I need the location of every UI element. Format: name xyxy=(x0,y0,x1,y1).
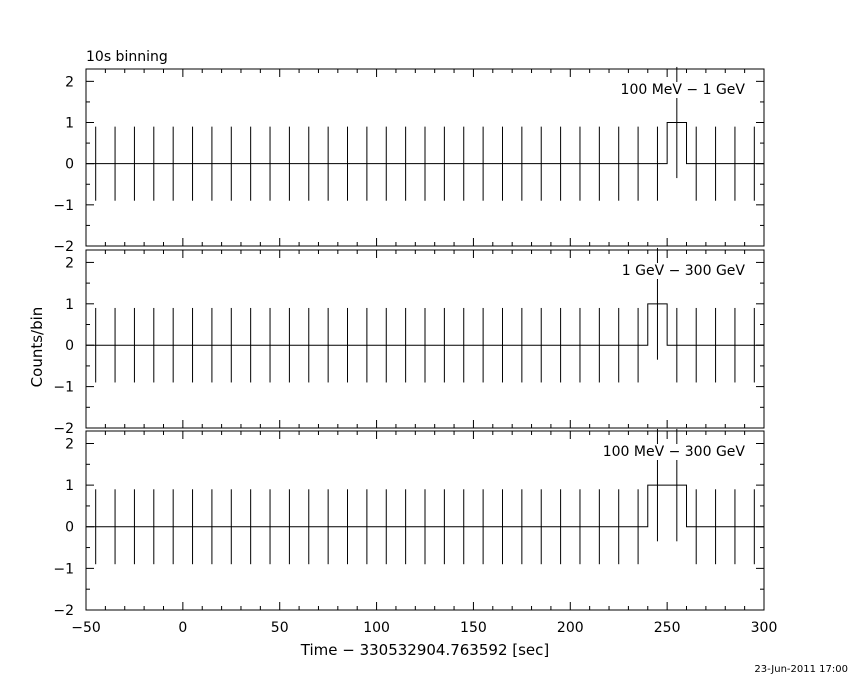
y-tick-label: 1 xyxy=(65,478,74,494)
y-tick-label: 2 xyxy=(65,74,74,90)
energy-band-label-bg xyxy=(618,82,748,98)
y-tick-label: 0 xyxy=(65,520,74,536)
y-tick-label: −1 xyxy=(53,561,74,577)
binning-title: 10s binning xyxy=(86,49,168,65)
panel-1: −2 −1 0 1 2 100 MeV − 1 GeV xyxy=(53,66,765,255)
energy-band-label: 1 GeV − 300 GeV xyxy=(622,263,746,279)
footer-timestamp: 23-Jun-2011 17:00 xyxy=(754,664,848,675)
y-tick-label: −2 xyxy=(53,603,74,619)
y-tick-label: 1 xyxy=(65,297,74,313)
y-tick-label: 0 xyxy=(65,157,74,173)
panel-frame xyxy=(85,430,765,611)
energy-band-label: 100 MeV − 1 GeV xyxy=(621,82,746,98)
x-axis: −50 0 50 100 150 200 250 300 xyxy=(71,620,777,636)
panel-frame xyxy=(85,249,765,429)
y-tick-label: −1 xyxy=(53,380,74,396)
y-tick-label: 2 xyxy=(65,436,74,452)
panel-3: −2 −1 0 1 2 100 MeV − 300 GeV xyxy=(53,428,765,619)
panel-2: −2 −1 0 1 2 1 GeV − 300 GeV xyxy=(53,247,765,437)
x-tick-label: 300 xyxy=(751,620,778,636)
x-tick-label: −50 xyxy=(71,620,101,636)
x-tick-label: 0 xyxy=(178,620,187,636)
y-tick-label: 1 xyxy=(65,116,74,132)
x-tick-label: 200 xyxy=(557,620,584,636)
y-tick-label: −2 xyxy=(53,239,74,255)
y-tick-label: −1 xyxy=(53,198,74,214)
y-tick-label: 0 xyxy=(65,338,74,354)
x-axis-label: Time − 330532904.763592 [sec] xyxy=(300,641,550,659)
y-tick-label: 2 xyxy=(65,255,74,271)
energy-band-label: 100 MeV − 300 GeV xyxy=(603,444,746,460)
x-tick-label: 150 xyxy=(460,620,487,636)
x-tick-label: 250 xyxy=(654,620,681,636)
panel-frame xyxy=(85,68,765,247)
energy-band-label-bg xyxy=(619,263,748,279)
x-tick-label: 100 xyxy=(363,620,390,636)
x-tick-label: 50 xyxy=(271,620,289,636)
energy-band-label-bg xyxy=(600,444,748,460)
y-tick-label: −2 xyxy=(53,421,74,437)
y-axis-label: Counts/bin xyxy=(28,307,46,388)
panels-group: −2 −1 0 1 2 100 MeV − 1 GeV −2 −1 0 1 2 1 GeV − 300… xyxy=(53,66,765,619)
